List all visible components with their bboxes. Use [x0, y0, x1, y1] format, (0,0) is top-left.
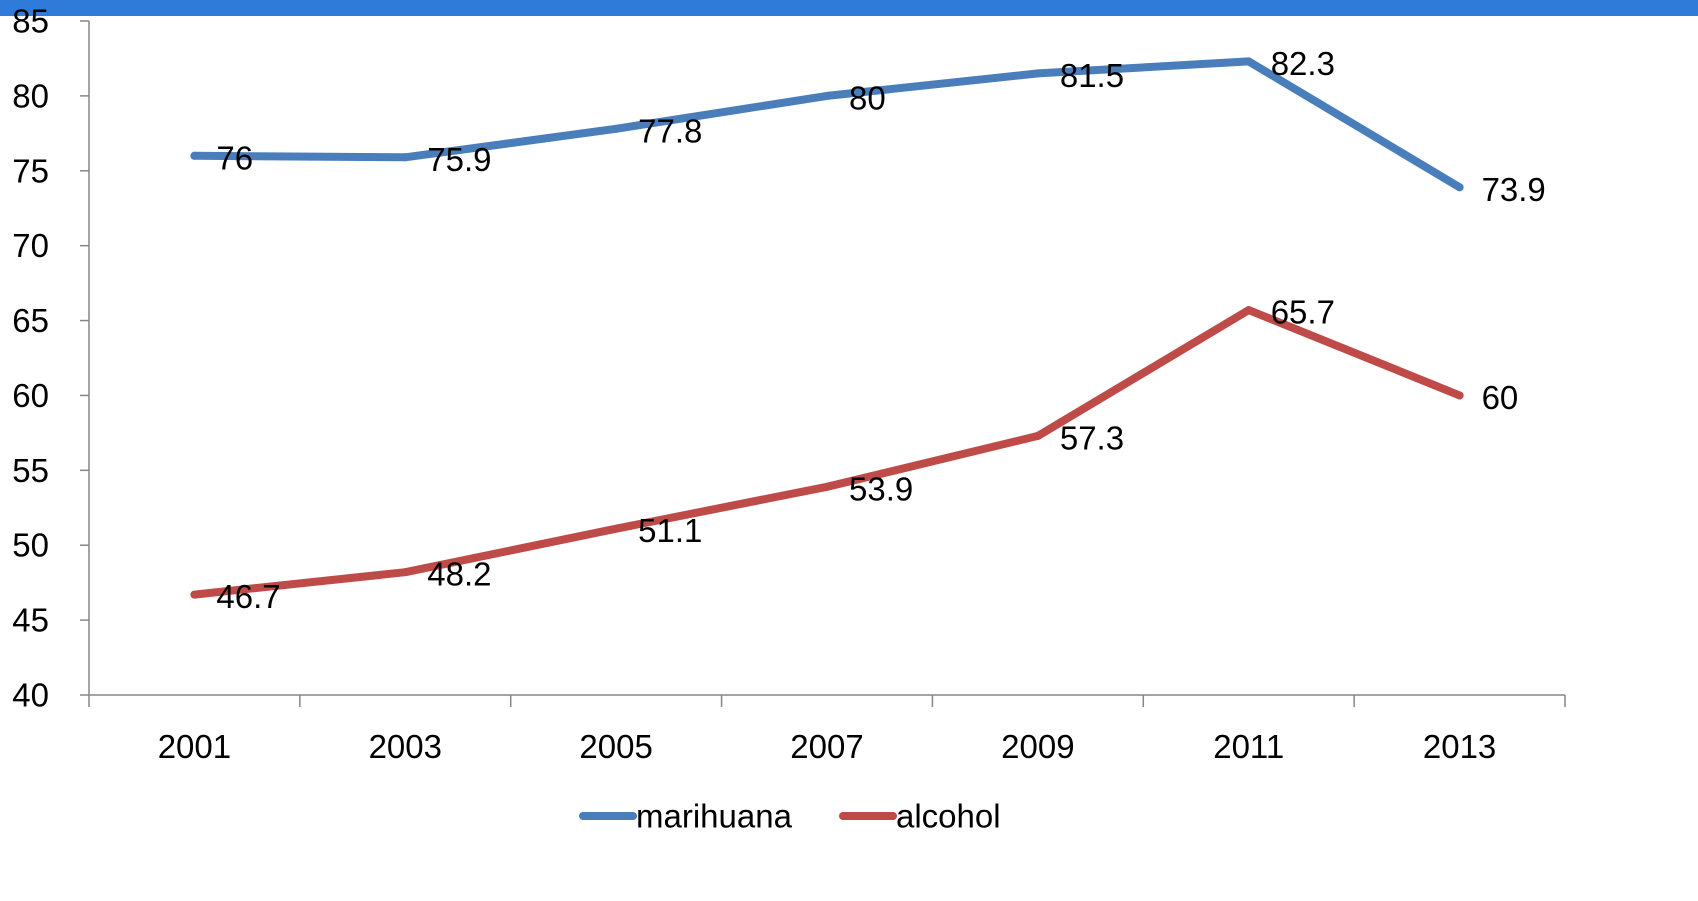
y-tick-label: 40: [12, 677, 49, 714]
data-point-marihuana: [190, 151, 199, 160]
y-tick-label: 50: [12, 527, 49, 564]
data-label-marihuana: 77.8: [638, 112, 702, 149]
top-accent-bar: [0, 0, 1698, 16]
data-label-alcohol: 60: [1482, 379, 1519, 416]
data-label-marihuana: 73.9: [1482, 171, 1546, 208]
x-tick-label: 2009: [1001, 728, 1074, 765]
data-label-alcohol: 46.7: [216, 578, 280, 615]
data-point-marihuana: [612, 124, 621, 133]
y-tick-label: 85: [12, 3, 49, 40]
x-tick-label: 2005: [579, 728, 652, 765]
y-tick-label: 70: [12, 227, 49, 264]
data-point-marihuana: [1455, 183, 1464, 192]
y-tick-label: 55: [12, 452, 49, 489]
y-tick-label: 80: [12, 77, 49, 114]
data-point-alcohol: [1033, 431, 1042, 440]
data-point-marihuana: [823, 91, 831, 100]
x-tick-label: 2003: [369, 728, 442, 765]
data-label-marihuana: 80: [849, 79, 886, 116]
data-labels: 76 75.9 77.8 80 81.5 82.3 73.9 46.7 48.2 51.1 53.9…: [216, 45, 1545, 615]
y-tick-label: 65: [12, 302, 49, 339]
y-tick-label: 75: [12, 152, 49, 189]
data-point-alcohol: [401, 568, 410, 577]
data-label-alcohol: 53.9: [849, 470, 913, 507]
data-point-marihuana: [1033, 69, 1042, 78]
legend-label-marihuana: marihuana: [636, 798, 793, 835]
series-lines: [190, 57, 1464, 599]
data-label-alcohol: 48.2: [427, 556, 491, 593]
x-tick-label: 2007: [790, 728, 863, 765]
data-label-marihuana: 81.5: [1060, 57, 1124, 94]
y-tick-label: 45: [12, 602, 49, 639]
series-line-alcohol: [190, 306, 1464, 599]
data-point-alcohol: [190, 590, 199, 599]
x-tick-label: 2011: [1213, 728, 1284, 765]
data-point-alcohol: [823, 482, 831, 491]
legend: marihuana alcohol: [579, 798, 1001, 835]
data-label-alcohol: 57.3: [1060, 419, 1124, 456]
legend-label-alcohol: alcohol: [896, 798, 1001, 835]
x-tick-label: 2013: [1423, 728, 1496, 765]
data-point-alcohol: [612, 524, 621, 533]
data-label-marihuana: 75.9: [427, 141, 491, 178]
data-label-marihuana: 82.3: [1271, 45, 1335, 82]
x-tick-label: 2001: [158, 728, 231, 765]
data-label-alcohol: 51.1: [638, 512, 702, 549]
data-point-alcohol: [1244, 306, 1253, 315]
y-axis: 40 45 50 55 60 65 70 75 80 85: [12, 3, 90, 714]
data-point-marihuana: [401, 153, 410, 162]
data-point-marihuana: [1244, 57, 1253, 66]
data-point-alcohol: [1455, 391, 1464, 400]
x-axis: 2001 2003 2005 2007 2009 2011 2013: [88, 694, 1566, 765]
y-tick-label: 60: [12, 377, 49, 414]
data-label-marihuana: 76: [216, 139, 253, 176]
data-label-alcohol: 65.7: [1271, 294, 1335, 331]
